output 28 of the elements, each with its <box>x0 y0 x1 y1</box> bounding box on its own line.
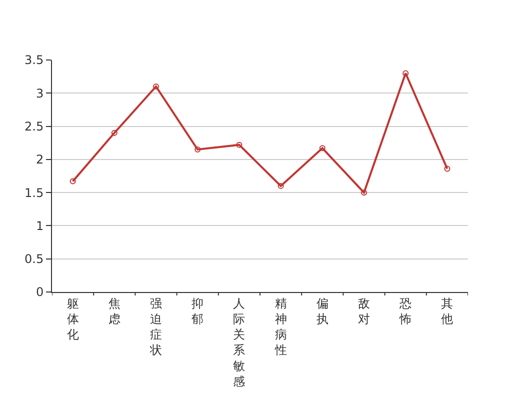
x-tick-label: 敌对 <box>358 296 370 326</box>
y-tick-label: 3 <box>36 86 44 100</box>
y-tick-label: 2.5 <box>24 119 44 134</box>
x-tick-label: 偏执 <box>316 296 328 326</box>
y-tick-label: 2 <box>36 152 44 167</box>
y-tick-label: 1.5 <box>24 186 44 200</box>
x-tick-label: 其他 <box>441 296 454 326</box>
x-tick-label: 焦虑 <box>108 296 120 326</box>
y-tick-label: 3.5 <box>24 53 44 68</box>
x-tick-label: 精神病性 <box>274 296 287 358</box>
x-tick-label: 恐怖 <box>398 296 412 326</box>
point <box>361 190 367 196</box>
point <box>444 166 450 172</box>
point <box>153 84 159 90</box>
point <box>319 145 326 152</box>
point <box>236 142 242 148</box>
x-tick-label: 抑郁 <box>192 296 204 326</box>
x-tick-label: 躯体化 <box>66 296 79 342</box>
y-tick-label: 1 <box>36 218 44 233</box>
x-tick-label: 人际关系敏感 <box>233 296 246 388</box>
point <box>70 178 76 184</box>
y-tick-label: 0.5 <box>24 252 44 266</box>
x-tick-label: 强迫症状 <box>149 296 162 358</box>
point <box>402 70 409 76</box>
point <box>194 146 201 152</box>
point <box>111 130 118 136</box>
y-tick-label: 0 <box>36 285 44 300</box>
point <box>278 182 284 189</box>
